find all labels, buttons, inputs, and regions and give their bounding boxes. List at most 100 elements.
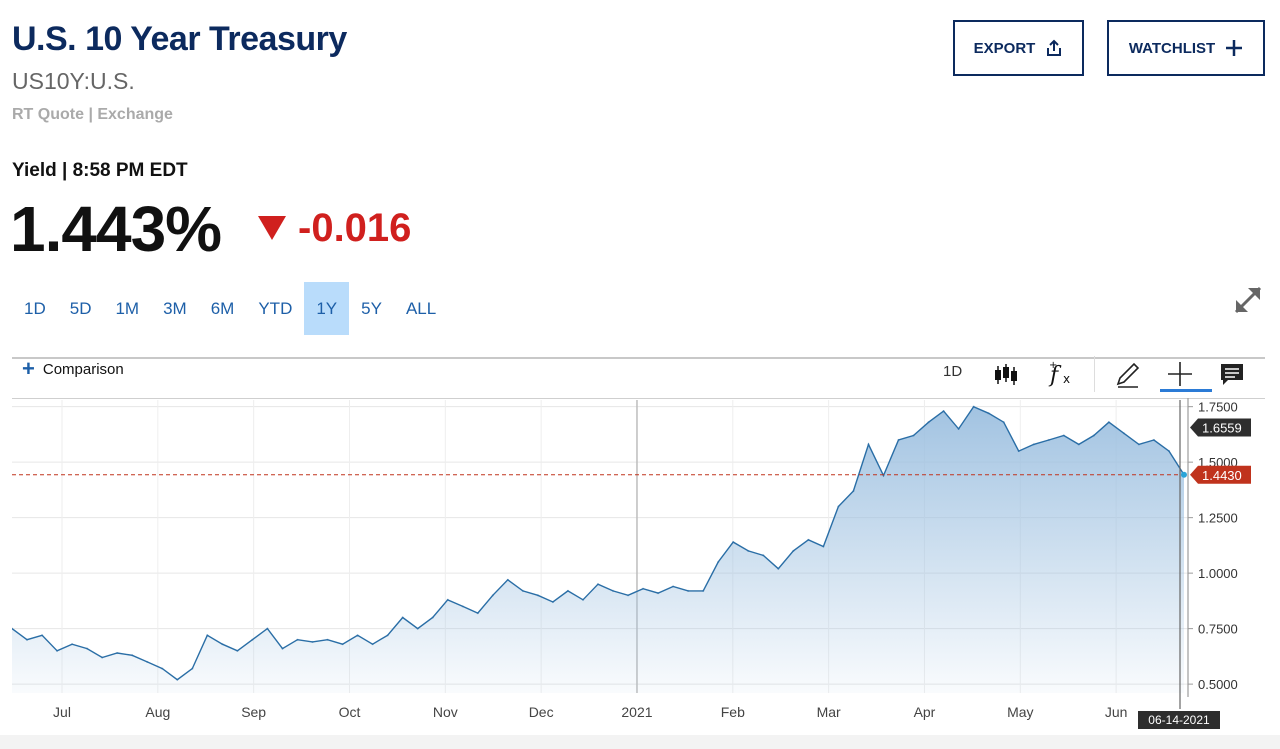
x-tick-label: May <box>1007 704 1033 720</box>
export-button[interactable]: EXPORT <box>953 20 1084 76</box>
cursor-date-box <box>1138 711 1220 729</box>
price-marker <box>1190 418 1251 437</box>
data-point <box>867 443 870 446</box>
data-point <box>732 540 735 544</box>
crosshair-icon[interactable] <box>1166 358 1194 390</box>
candlestick-icon[interactable] <box>993 358 1023 390</box>
data-point <box>116 651 119 655</box>
comparison-label: Comparison <box>42 360 124 378</box>
yield-label: Yield | 8:58 PM EDT <box>12 160 188 181</box>
data-point <box>1032 443 1035 446</box>
x-tick-label: Jul <box>53 704 71 720</box>
data-point <box>191 667 194 670</box>
price-marker-label: 1.4430 <box>1202 468 1242 483</box>
data-point <box>611 589 615 592</box>
x-tick-label: Aug <box>145 704 170 720</box>
data-point <box>431 616 434 619</box>
data-point <box>476 611 479 615</box>
data-point <box>206 634 209 637</box>
comment-icon[interactable] <box>1218 358 1246 390</box>
data-point <box>176 678 179 681</box>
range-5y[interactable]: 5Y <box>361 298 382 318</box>
data-point <box>687 589 690 592</box>
range-1m[interactable]: 1M <box>115 298 140 318</box>
data-point <box>747 549 750 553</box>
range-all[interactable]: ALL <box>405 298 437 318</box>
data-point <box>1137 443 1141 446</box>
add-comparison-icon: + <box>22 356 35 381</box>
page-title: U.S. 10 Year Treasury <box>12 20 347 58</box>
data-point <box>40 634 44 637</box>
x-tick-label: Sep <box>241 704 266 720</box>
data-point <box>657 592 660 595</box>
data-point <box>86 647 89 650</box>
range-1d[interactable]: 1D <box>24 298 46 318</box>
data-point <box>251 638 254 641</box>
function-icon[interactable]: f x + <box>1048 358 1076 390</box>
data-point <box>416 627 419 630</box>
quote-source: RT Quote | Exchange <box>12 106 173 123</box>
data-point <box>581 598 585 601</box>
data-point <box>1017 449 1020 453</box>
interval-selector[interactable]: 1D <box>943 363 963 380</box>
data-point <box>822 545 825 548</box>
data-point <box>1002 421 1005 424</box>
data-point <box>1092 434 1095 437</box>
pencil-icon[interactable] <box>1114 358 1142 390</box>
data-point <box>702 589 705 592</box>
data-point <box>551 600 555 604</box>
yield-line[interactable] <box>12 405 1185 681</box>
data-point <box>296 638 299 641</box>
data-point <box>536 594 539 597</box>
data-point <box>401 616 404 619</box>
data-point <box>521 589 524 592</box>
range-3m[interactable]: 3M <box>163 298 187 318</box>
x-tick-label: Apr <box>914 704 936 720</box>
yield-chart[interactable]: Jul Aug Sep Oct Nov Dec 2021 Feb Mar Apr May Jun 1.7… <box>12 398 1265 735</box>
comparison-button[interactable]: + Comparison <box>22 356 124 381</box>
data-point <box>972 405 975 408</box>
watchlist-button[interactable]: WATCHLIST <box>1107 20 1265 76</box>
expand-icon[interactable] <box>1230 282 1266 318</box>
data-point <box>942 409 945 413</box>
data-point <box>311 640 314 644</box>
data-point <box>566 589 570 592</box>
x-tick-label: Jun <box>1105 704 1128 720</box>
data-point <box>1062 434 1065 437</box>
x-tick-label: Nov <box>433 704 458 720</box>
data-point <box>491 594 494 597</box>
y-tick-label: 1.0000 <box>1198 566 1238 581</box>
last-point-marker <box>1181 471 1187 478</box>
svg-text:+: + <box>1049 360 1057 371</box>
toolbar-divider <box>12 357 1265 359</box>
data-point <box>266 627 269 630</box>
y-tick-label: 0.7500 <box>1198 622 1238 637</box>
range-ytd[interactable]: YTD <box>258 298 293 318</box>
data-point <box>641 587 645 590</box>
data-point <box>12 627 14 630</box>
data-point <box>672 585 675 588</box>
y-tick-label: 1.2500 <box>1198 511 1238 526</box>
range-6m[interactable]: 6M <box>210 298 235 318</box>
data-point <box>281 647 284 650</box>
y-tick-label: 1.7500 <box>1198 400 1238 415</box>
data-point <box>596 583 600 586</box>
plus-icon <box>1226 40 1243 56</box>
data-point <box>1077 443 1080 446</box>
data-point <box>371 643 374 646</box>
svg-text:x: x <box>1063 372 1070 386</box>
x-tick-label: Dec <box>529 704 554 720</box>
cursor-date-label: 06-14-2021 <box>1148 713 1210 727</box>
data-point <box>792 549 795 553</box>
data-point <box>1107 421 1110 424</box>
data-point <box>236 649 239 652</box>
data-point <box>777 567 780 570</box>
x-tick-label: Mar <box>817 704 841 720</box>
data-point <box>957 427 960 430</box>
toolbar-separator <box>1094 356 1095 392</box>
data-point <box>131 654 134 657</box>
range-5d[interactable]: 5D <box>69 298 92 318</box>
yield-area <box>12 406 1184 693</box>
range-1y[interactable]: 1Y <box>304 282 350 335</box>
data-point <box>1047 438 1050 442</box>
